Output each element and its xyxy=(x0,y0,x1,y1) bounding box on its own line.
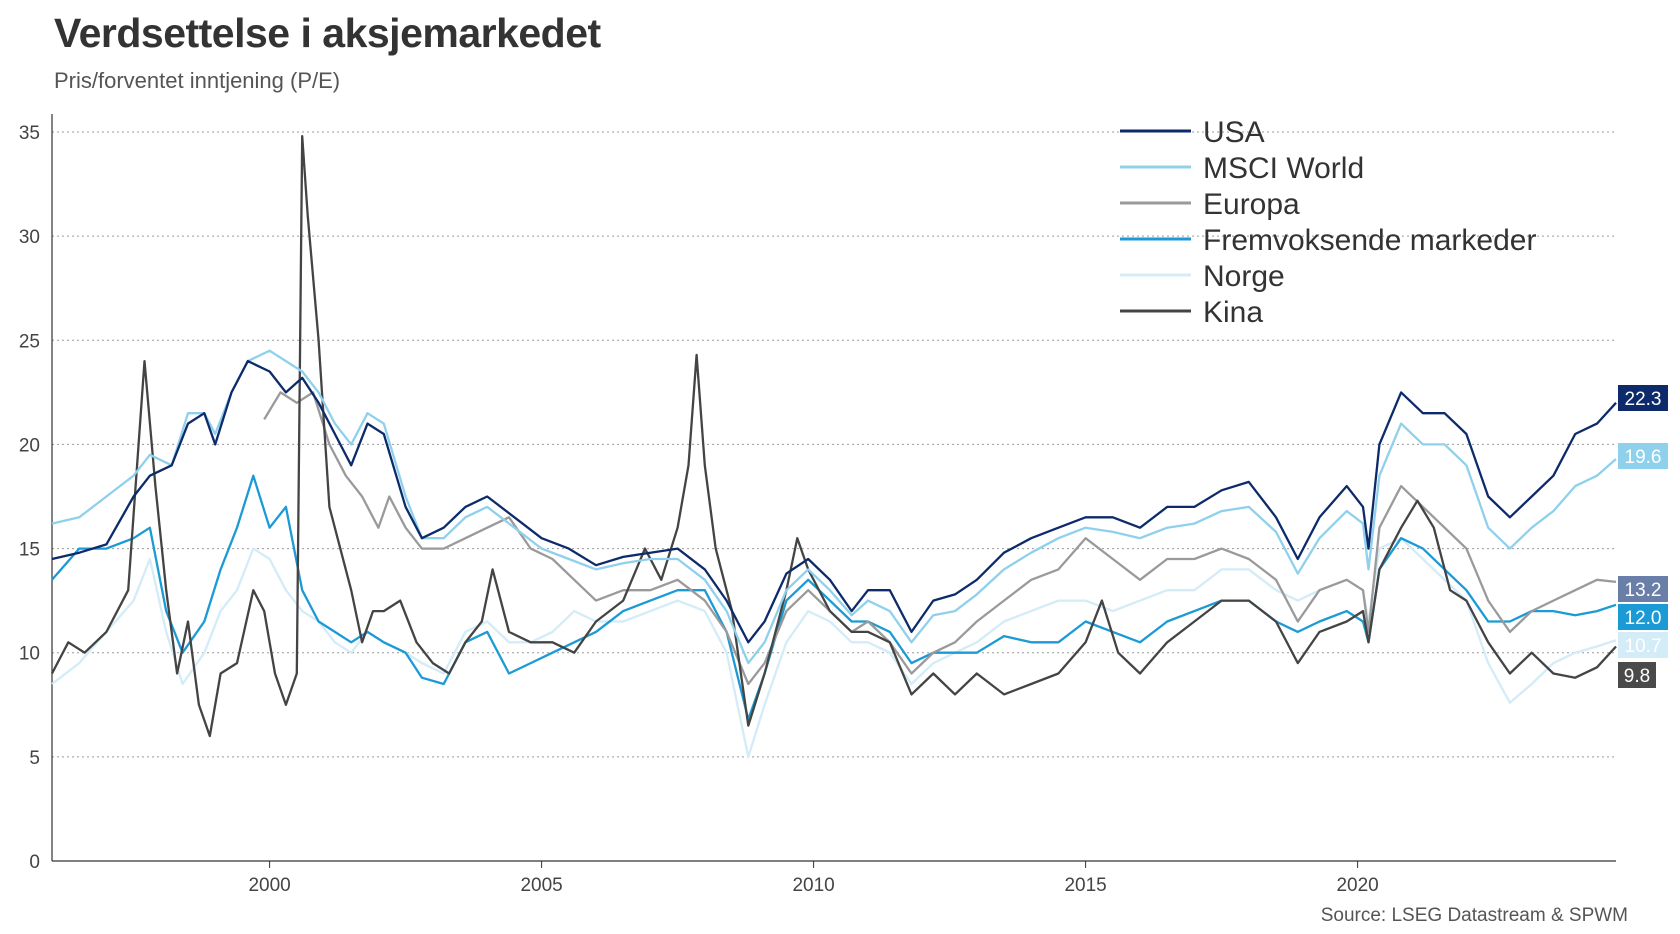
axes xyxy=(51,114,1616,862)
x-tick-label: 2005 xyxy=(520,875,562,896)
y-tick-label: 15 xyxy=(19,540,40,561)
y-tick-label: 0 xyxy=(29,852,40,873)
y-tick-label: 5 xyxy=(29,748,40,769)
legend-label: Fremvoksende markeder xyxy=(1203,224,1536,257)
x-tick-label: 2020 xyxy=(1336,875,1378,896)
legend-label: Kina xyxy=(1203,296,1263,329)
series-lines xyxy=(50,135,1617,759)
chart-title: Verdsettelse i aksjemarkedet xyxy=(54,10,601,56)
y-tick-label: 10 xyxy=(19,644,40,665)
series-line-msci-world xyxy=(51,349,1617,665)
end-label-value: 10.7 xyxy=(1625,636,1662,657)
end-label-box xyxy=(1618,662,1656,688)
end-label-box xyxy=(1618,632,1668,658)
legend-label: Europa xyxy=(1203,188,1300,221)
chart-subtitle: Pris/forventet inntjening (P/E) xyxy=(54,68,341,93)
y-tick-label: 35 xyxy=(19,123,40,144)
grid-lines xyxy=(52,131,1616,758)
x-axis-ticks: 2000 2005 2010 2015 2020 xyxy=(248,861,1379,896)
legend-item[interactable]: Europa xyxy=(1120,188,1300,221)
end-label-value: 12.0 xyxy=(1625,608,1662,629)
legend-label: MSCI World xyxy=(1203,152,1364,185)
y-tick-label: 25 xyxy=(19,331,40,352)
end-label-value: 13.2 xyxy=(1625,580,1662,601)
legend-label: USA xyxy=(1203,116,1265,149)
legend-item[interactable]: Norge xyxy=(1120,260,1285,293)
y-tick-label: 30 xyxy=(19,227,40,248)
x-tick-label: 2000 xyxy=(248,875,290,896)
end-label-box xyxy=(1618,385,1668,411)
series-line-fremvoksende-markeder xyxy=(51,474,1617,721)
y-axis-ticks: 0 5 10 15 20 25 30 35 xyxy=(19,123,40,873)
end-label-value: 9.8 xyxy=(1624,666,1650,687)
legend-item[interactable]: Kina xyxy=(1120,296,1263,329)
end-label-value: 22.3 xyxy=(1625,389,1662,410)
series-line-europa xyxy=(263,391,1617,686)
legend-item[interactable]: Fremvoksende markeder xyxy=(1120,224,1536,257)
x-tick-label: 2015 xyxy=(1064,875,1106,896)
end-labels: 22.3 19.6 13.2 12.0 10.7 9.8 xyxy=(1618,385,1668,688)
end-label-box xyxy=(1618,443,1668,469)
legend-label: Norge xyxy=(1203,260,1285,293)
legend-item[interactable]: MSCI World xyxy=(1120,152,1364,185)
y-tick-label: 20 xyxy=(19,435,40,456)
legend-item[interactable]: USA xyxy=(1120,116,1265,149)
end-label-value: 19.6 xyxy=(1625,447,1662,468)
series-line-kina xyxy=(50,135,1617,738)
end-label-box xyxy=(1618,604,1668,630)
x-tick-label: 2010 xyxy=(792,875,834,896)
source-note: Source: LSEG Datastream & SPWM xyxy=(1320,905,1628,926)
series-line-norge xyxy=(51,537,1617,759)
end-label-box xyxy=(1618,576,1668,602)
series-line-usa xyxy=(51,359,1617,644)
